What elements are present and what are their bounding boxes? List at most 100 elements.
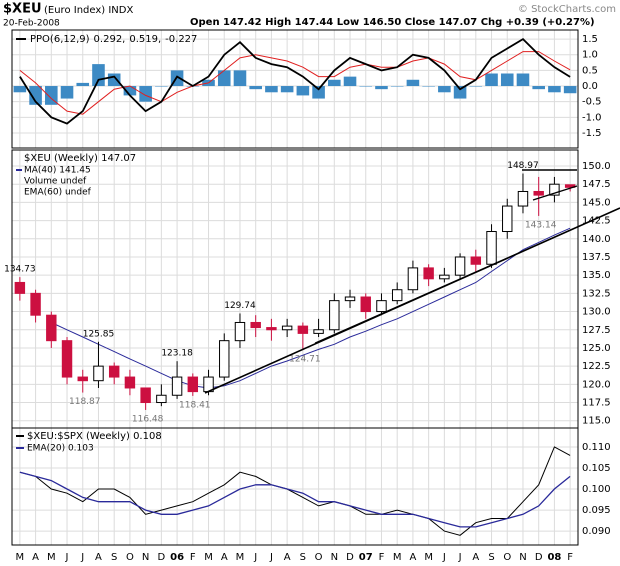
candle-body — [266, 327, 277, 331]
y-tick-label: 142.5 — [582, 216, 611, 227]
histogram-bar — [500, 73, 514, 87]
candle-body — [486, 231, 497, 265]
y-tick-label: 125.0 — [582, 343, 611, 354]
ppo-line — [19, 51, 571, 115]
histogram-bar — [265, 86, 278, 93]
trend-line — [314, 227, 576, 344]
histogram-bar — [548, 86, 561, 93]
histogram-bar — [217, 70, 231, 87]
ppo-line — [19, 37, 571, 125]
high-label: 148.97 — [507, 161, 539, 171]
candle-body — [171, 376, 183, 396]
x-tick-label: A — [472, 552, 479, 563]
histogram-bar — [328, 79, 341, 87]
x-tick-label: M — [47, 552, 56, 563]
candle-body — [61, 340, 73, 378]
x-tick-label: M — [393, 552, 402, 563]
candle-body — [329, 300, 340, 331]
candle-body — [187, 376, 199, 393]
histogram-bar — [312, 86, 325, 99]
candle-body — [439, 274, 450, 280]
x-tick-label: D — [535, 552, 543, 563]
x-tick-label: J — [80, 552, 84, 563]
date: 20-Feb-2008 — [3, 19, 60, 29]
histogram-bar — [249, 86, 262, 90]
low-label: 118.87 — [69, 397, 101, 407]
candle-body — [124, 376, 136, 389]
histogram-bar — [406, 79, 420, 87]
candle-body — [281, 325, 293, 331]
histogram-bar — [76, 82, 90, 87]
histogram-bar — [485, 73, 498, 87]
credit: © StockCharts.com — [518, 4, 616, 15]
candle-body — [46, 314, 57, 342]
candle-body — [502, 205, 513, 233]
y-tick-label: 135.0 — [582, 270, 611, 281]
y-tick-label: 122.5 — [582, 361, 611, 372]
x-tick-label: A — [284, 552, 291, 563]
histogram-bar — [390, 86, 404, 87]
y-tick-label: 0.5 — [582, 65, 598, 76]
x-tick-label: N — [519, 552, 526, 563]
quote: Open 147.42 High 147.44 Low 146.50 Close… — [190, 17, 595, 28]
histogram-bar — [422, 86, 435, 87]
x-tick-label: D — [158, 552, 166, 563]
x-tick-label: A — [95, 552, 102, 563]
candle-body — [360, 296, 371, 313]
legend-label: EMA(20) 0.103 — [27, 444, 94, 454]
low-label: 116.48 — [132, 414, 164, 424]
low-label: 143.14 — [525, 220, 557, 230]
legend-label: 0.519, — [129, 34, 161, 45]
x-tick-label: A — [409, 552, 416, 563]
x-tick-label: 07 — [359, 552, 373, 563]
panel-frame — [11, 149, 579, 429]
histogram-bar — [438, 86, 451, 93]
x-tick-label: M — [16, 552, 25, 563]
high-label: 134.73 — [4, 265, 36, 275]
candle-body — [77, 376, 88, 382]
histogram-bar — [233, 70, 247, 87]
candle-body — [219, 340, 230, 378]
histogram-bar — [469, 86, 483, 87]
x-tick-label: J — [253, 552, 257, 563]
high-label: 125.85 — [83, 329, 115, 339]
x-tick-label: 08 — [547, 552, 561, 563]
x-tick-label: D — [346, 552, 354, 563]
y-tick-label: 1.5 — [582, 34, 598, 45]
y-tick-label: 115.0 — [582, 416, 611, 427]
histogram-bar — [13, 86, 27, 93]
y-tick-label: 147.5 — [582, 179, 611, 190]
x-tick-label: F — [567, 552, 573, 563]
series-line — [19, 471, 571, 528]
y-tick-label: 117.5 — [582, 398, 611, 409]
y-tick-label: -0.5 — [582, 97, 602, 108]
x-tick-label: J — [269, 552, 273, 563]
x-tick-label: F — [379, 552, 385, 563]
y-tick-label: 0.0 — [582, 81, 598, 92]
x-tick-label: A — [32, 552, 39, 563]
high-label: 123.18 — [161, 349, 193, 359]
y-tick-label: 132.5 — [582, 288, 611, 299]
x-tick-label: J — [458, 552, 462, 563]
candle-body — [234, 321, 246, 342]
ma-line — [51, 227, 571, 389]
candle-body — [297, 325, 309, 334]
candle-body — [313, 329, 324, 334]
candle-body — [391, 289, 403, 302]
candle-body — [14, 281, 26, 294]
histogram-bar — [359, 86, 373, 87]
candle-body — [250, 321, 261, 329]
legend-label: $XEU (Weekly) 147.07 — [24, 153, 136, 164]
histogram-bar — [296, 86, 310, 96]
legend-label: EMA(60) undef — [24, 188, 92, 198]
legend-label: $XEU:$SPX (Weekly) 0.108 — [27, 431, 162, 442]
histogram-bar — [375, 86, 388, 90]
y-tick-label: 127.5 — [582, 325, 611, 336]
x-tick-label: N — [331, 552, 338, 563]
histogram-bar — [563, 86, 577, 94]
y-tick-label: 150.0 — [582, 161, 611, 172]
high-label: 129.74 — [224, 301, 256, 311]
x-tick-label: S — [300, 552, 306, 563]
histogram-bar — [92, 64, 105, 87]
